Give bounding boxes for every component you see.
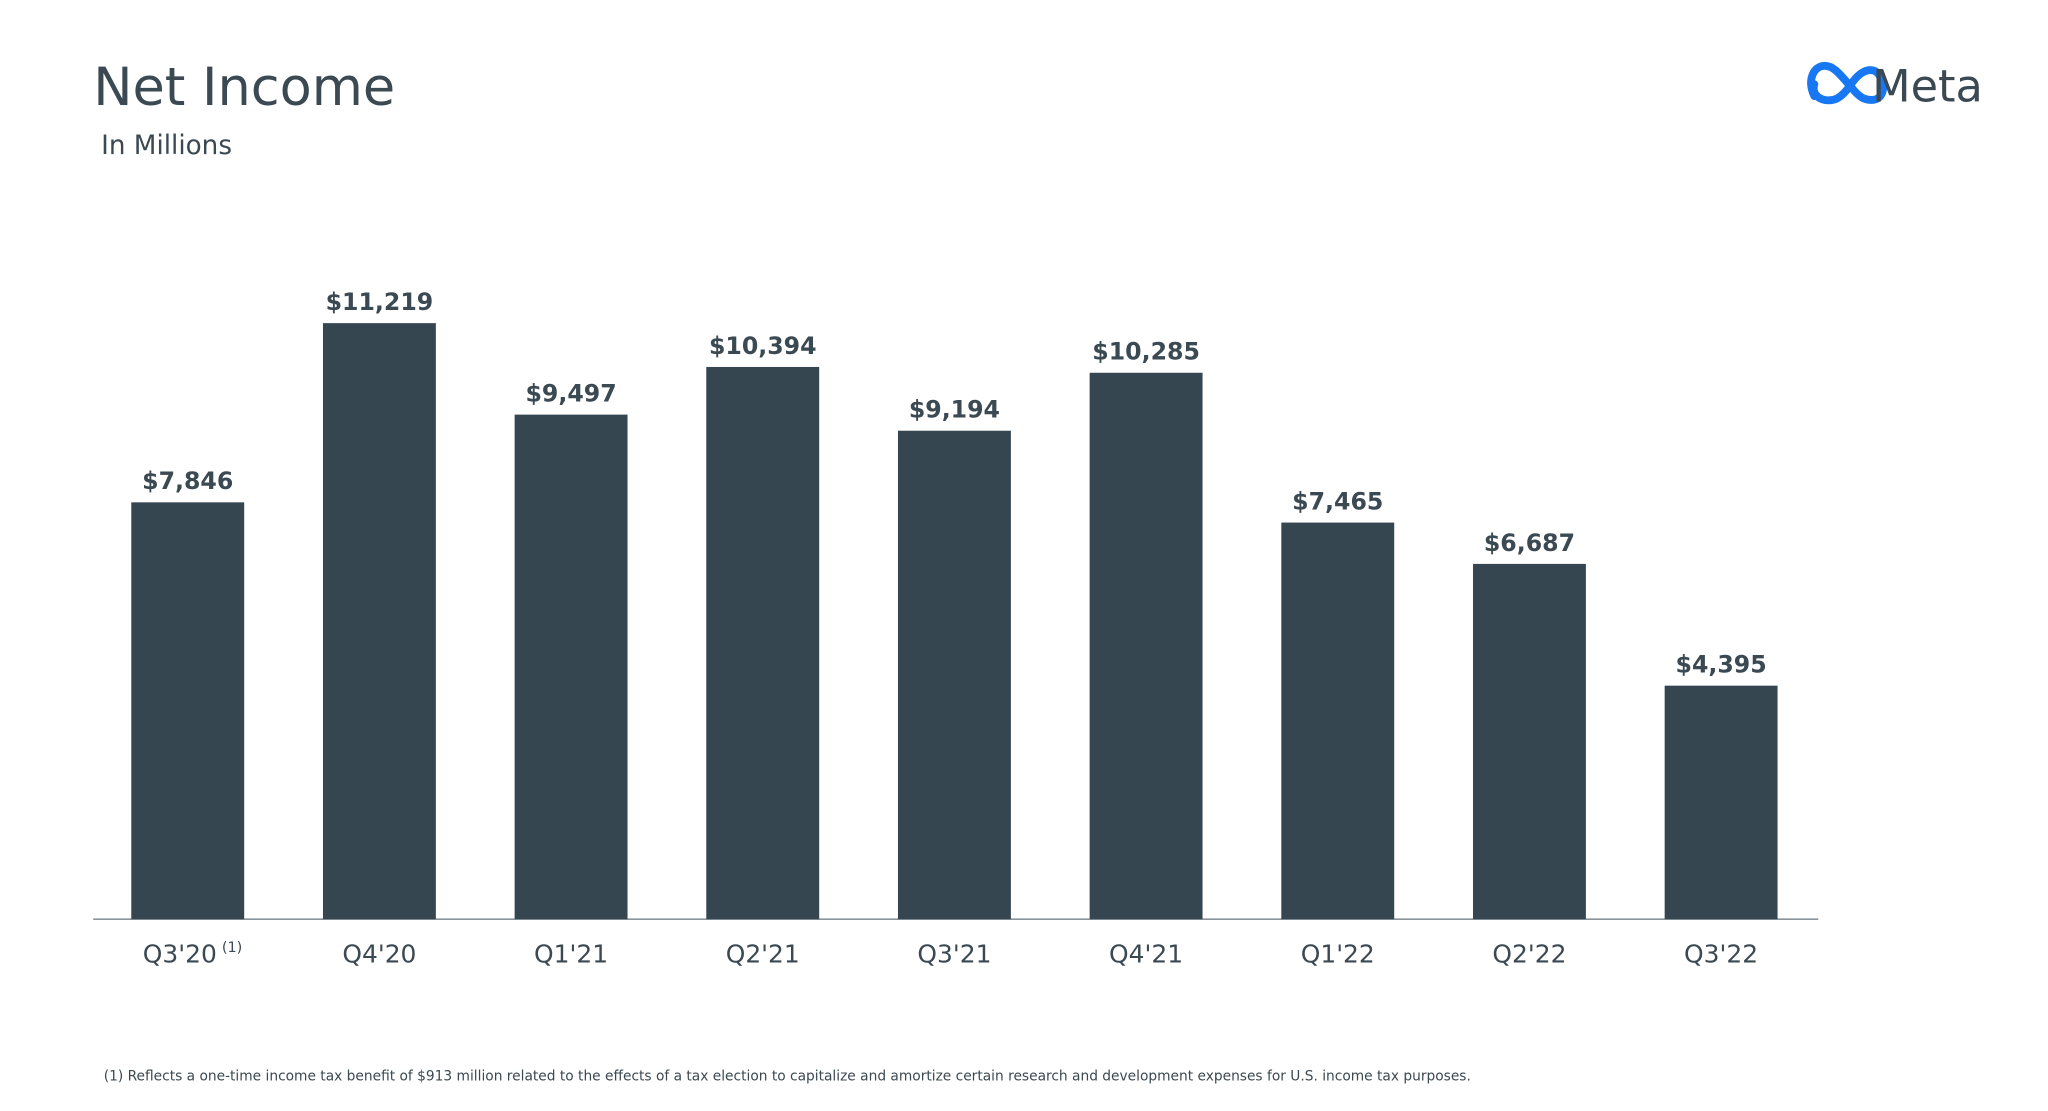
value-label: $11,219 xyxy=(326,288,434,316)
value-label: $7,465 xyxy=(1292,487,1383,515)
value-label: $4,395 xyxy=(1676,651,1767,679)
value-label: $10,394 xyxy=(709,332,817,360)
chart-subtitle: In Millions xyxy=(101,131,232,161)
chart-title: Net Income xyxy=(93,57,395,118)
x-tick-label: Q3'21 xyxy=(917,939,991,968)
category-note: (1) xyxy=(222,940,242,956)
value-label: $9,497 xyxy=(525,379,616,407)
bar xyxy=(897,430,1011,920)
bar xyxy=(322,323,436,920)
bar xyxy=(514,414,628,920)
bar xyxy=(1472,563,1586,920)
x-tick-label: Q4'21 xyxy=(1109,939,1183,968)
x-tick-label: Q2'22 xyxy=(1492,939,1566,968)
bar xyxy=(1664,685,1778,920)
value-label: $9,194 xyxy=(909,396,1000,424)
x-tick-label: Q2'21 xyxy=(726,939,800,968)
x-tick-label: Q3'20 xyxy=(143,939,217,968)
bar xyxy=(1281,522,1395,920)
value-label: $6,687 xyxy=(1484,529,1575,557)
logo-text: Meta xyxy=(1872,60,1983,112)
logo: Meta xyxy=(1807,60,1983,112)
bar xyxy=(131,502,245,920)
footnote: (1) Reflects a one-time income tax benef… xyxy=(104,1069,1471,1085)
logo-mark xyxy=(1807,61,1888,105)
bar xyxy=(706,366,820,920)
x-tick-label: Q4'20 xyxy=(342,939,416,968)
value-label: $10,285 xyxy=(1092,338,1200,366)
bar xyxy=(1089,372,1203,920)
x-tick-label: Q3'22 xyxy=(1684,939,1758,968)
value-label: $7,846 xyxy=(142,467,233,495)
x-tick-label: Q1'21 xyxy=(534,939,608,968)
x-tick-label: Q1'22 xyxy=(1301,939,1375,968)
